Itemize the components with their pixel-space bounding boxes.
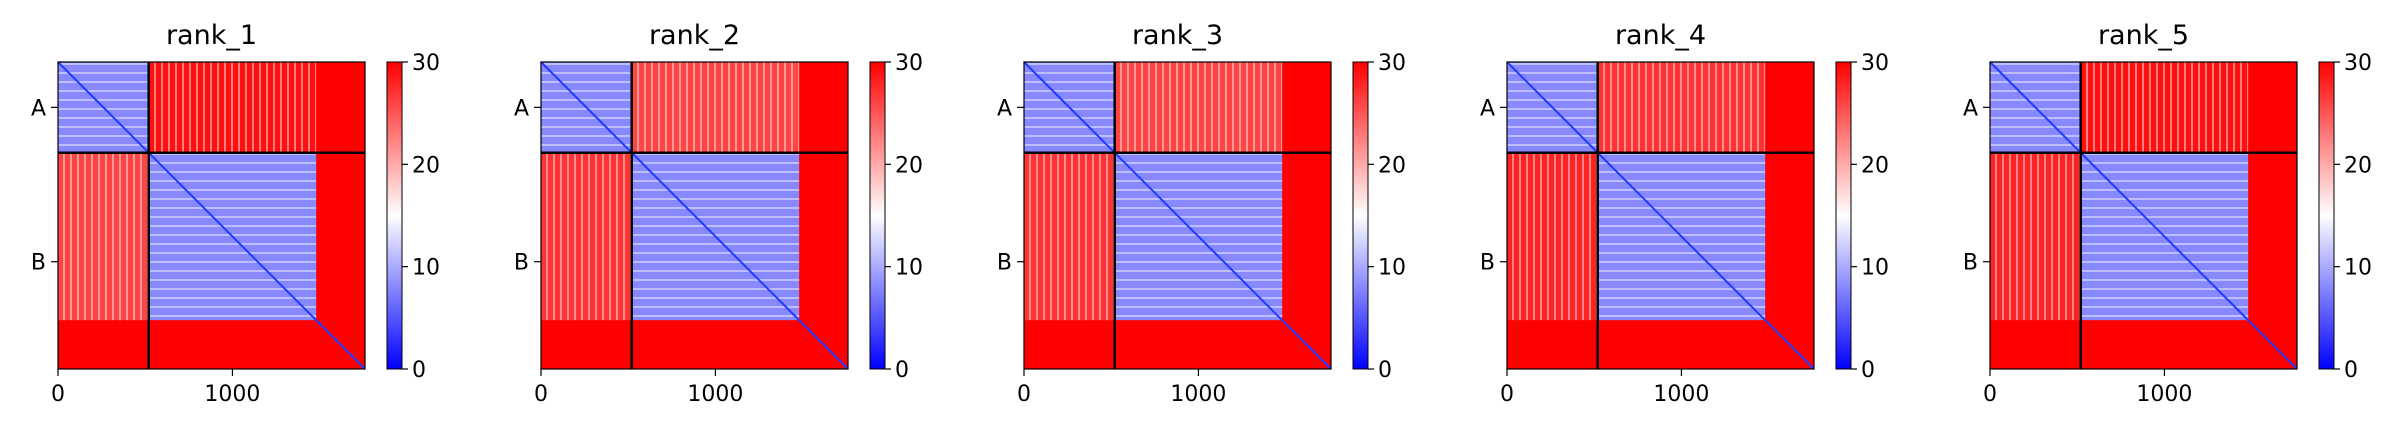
y-tick-label: B xyxy=(997,251,1012,276)
colorbar-tick-label: 30 xyxy=(412,51,440,76)
colorbar xyxy=(386,61,403,370)
colorbar-tick-label: 0 xyxy=(1861,358,1875,383)
y-tick-label: B xyxy=(1963,251,1978,276)
colorbar xyxy=(2318,61,2335,370)
panel-title: rank_1 xyxy=(166,20,257,51)
colorbar-tick-label: 0 xyxy=(412,358,426,383)
colorbar-tick-label: 20 xyxy=(2344,153,2372,178)
y-tick-label: A xyxy=(31,96,46,121)
x-tick-label: 1000 xyxy=(1653,382,1709,407)
heatmap-block-texture xyxy=(2080,62,2249,153)
colorbar-tick-label: 30 xyxy=(1378,51,1406,76)
colorbar-tick-label: 20 xyxy=(895,153,923,178)
colorbar-tick-label: 10 xyxy=(1861,256,1889,281)
heatmap-diagonal xyxy=(1989,61,2298,370)
heatmap-block-texture xyxy=(1597,62,1766,153)
panel-2: rank_2 0 1000 A B 0 10 20 30 xyxy=(514,20,923,407)
heatmap-block-texture xyxy=(58,152,149,321)
x-tick-label: 1000 xyxy=(687,382,743,407)
y-tick-label: A xyxy=(1480,96,1495,121)
heatmap-block-texture xyxy=(148,62,317,153)
heatmap-diagonal xyxy=(540,61,849,370)
y-tick-label: A xyxy=(1963,96,1978,121)
colorbar xyxy=(1352,61,1369,370)
colorbar-tick-label: 0 xyxy=(2344,358,2358,383)
heatmap-block-texture xyxy=(1990,152,2081,321)
heatmap-diagonal xyxy=(1506,61,1815,370)
y-tick-label: B xyxy=(31,251,46,276)
panel-title: rank_5 xyxy=(2098,20,2189,51)
colorbar-tick-label: 20 xyxy=(412,153,440,178)
colorbar-tick-label: 30 xyxy=(1861,51,1889,76)
heatmap-block-texture xyxy=(1507,152,1598,321)
heatmap-block-texture xyxy=(541,152,632,321)
x-tick-label: 1000 xyxy=(1170,382,1226,407)
panel-1: rank_1 0 1000 A B 0 10 20 30 xyxy=(31,20,440,407)
axes-frame xyxy=(1506,61,1815,370)
panel-title: rank_3 xyxy=(1132,20,1223,51)
x-tick-label: 1000 xyxy=(2136,382,2192,407)
axes-frame xyxy=(1989,61,2298,370)
colorbar xyxy=(869,61,886,370)
colorbar-tick-label: 0 xyxy=(895,358,909,383)
colorbar-tick-label: 20 xyxy=(1378,153,1406,178)
panel-title: rank_2 xyxy=(649,20,740,51)
panel-title: rank_4 xyxy=(1615,20,1706,51)
colorbar xyxy=(1835,61,1852,370)
heatmap-block-texture xyxy=(1024,152,1115,321)
y-tick-label: B xyxy=(1480,251,1495,276)
panel-3: rank_3 0 1000 A B 0 10 20 30 xyxy=(997,20,1406,407)
x-tick-label: 0 xyxy=(1500,382,1514,407)
heatmap-block-texture xyxy=(1114,62,1283,153)
y-tick-label: A xyxy=(997,96,1012,121)
x-tick-label: 1000 xyxy=(204,382,260,407)
colorbar-tick-label: 20 xyxy=(1861,153,1889,178)
x-tick-label: 0 xyxy=(1017,382,1031,407)
heatmap-diagonal xyxy=(57,61,366,370)
colorbar-tick-label: 30 xyxy=(2344,51,2372,76)
panel-4: rank_4 0 1000 A B 0 10 20 30 xyxy=(1480,20,1889,407)
colorbar-tick-label: 0 xyxy=(1378,358,1392,383)
colorbar-tick-label: 30 xyxy=(895,51,923,76)
axes-frame xyxy=(57,61,366,370)
y-tick-label: B xyxy=(514,251,529,276)
heatmap-diagonal xyxy=(1023,61,1332,370)
axes-frame xyxy=(1023,61,1332,370)
x-tick-label: 0 xyxy=(534,382,548,407)
panel-5: rank_5 0 1000 A B 0 10 20 30 xyxy=(1963,20,2372,407)
colorbar-tick-label: 10 xyxy=(1378,256,1406,281)
axes-frame xyxy=(540,61,849,370)
x-tick-label: 0 xyxy=(51,382,65,407)
colorbar-tick-label: 10 xyxy=(2344,256,2372,281)
x-tick-label: 0 xyxy=(1983,382,1997,407)
colorbar-tick-label: 10 xyxy=(412,256,440,281)
colorbar-tick-label: 10 xyxy=(895,256,923,281)
heatmap-block-texture xyxy=(631,62,800,153)
y-tick-label: A xyxy=(514,96,529,121)
